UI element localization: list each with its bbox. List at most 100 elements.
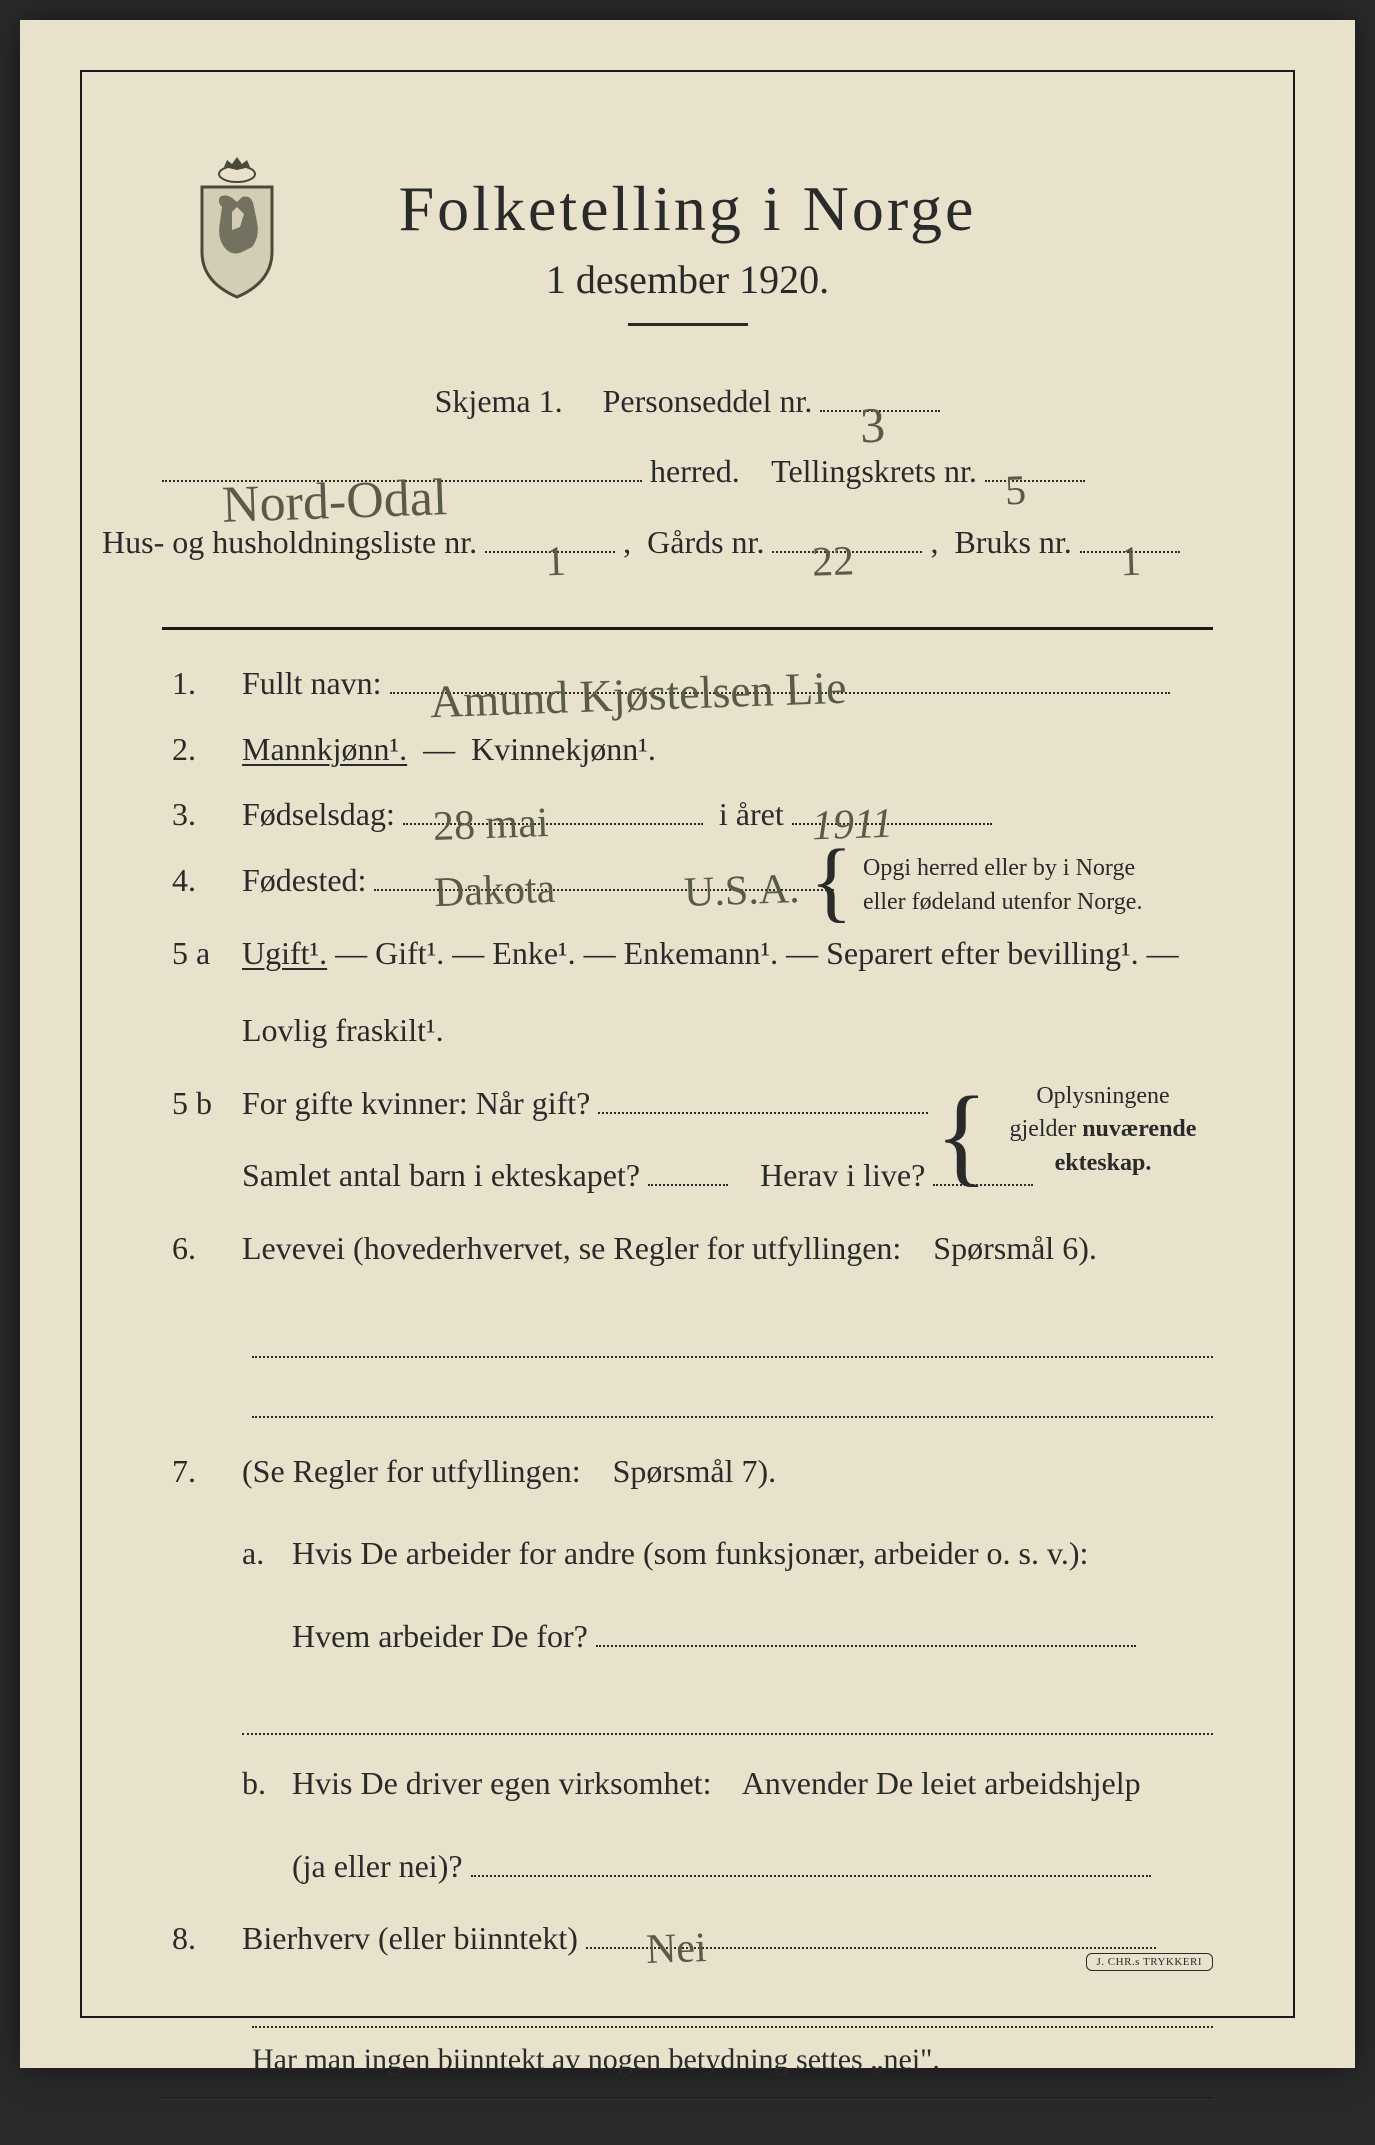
q7-intro: (Se Regler for utfyllingen: [242,1453,581,1489]
question-4: 4. Fødested: Dakota U.S.A. { Opgi herred… [162,852,1213,910]
q1-body: Fullt navn: Amund Kjøstelsen Lie [242,655,1213,713]
question-2: 2. Mannkjønn¹. — Kvinnekjønn¹. [162,721,1213,779]
gards-field: 22 [772,551,922,553]
q3-year-field: 1911 [792,823,992,825]
q7b-text: Hvis De driver egen virksomhet: [292,1765,711,1801]
q5b-line2b: Herav i live? [760,1157,925,1193]
question-7: 7. (Se Regler for utfyllingen: Spørsmål … [162,1443,1213,1896]
bruks-label: Bruks nr. [954,524,1071,560]
q5b-note2: gjelder nuværende [993,1113,1213,1147]
gards-value: 22 [811,515,856,609]
q5b-num: 5 b [162,1075,242,1205]
q7b-field [471,1875,1151,1877]
q6-answer-line1 [252,1308,1213,1358]
form-border: Folketelling i Norge 1 desember 1920. Sk… [80,70,1295,2018]
q4-value2: U.S.A. [683,852,801,932]
q3-year-label: i året [719,796,784,832]
q5b-side-note: Oplysningene gjelder nuværende ekteskap. [993,1080,1213,1181]
q5a-num: 5 a [162,925,242,1060]
q7a-text2-wrap: Hvem arbeider De for? [292,1608,1213,1666]
hus-line: Hus- og husholdningsliste nr. 1 , Gårds … [102,507,1213,577]
q5a-line2: Lovlig fraskilt¹. [242,1002,1213,1060]
footnote-num: 1 [162,2118,170,2135]
q2-num: 2. [162,721,242,779]
personseddel-label: Personseddel nr. [603,383,813,419]
q8-num: 8. [162,1910,242,1968]
form-title: Folketelling i Norge [162,172,1213,246]
q7b-text3: (ja eller nei)? [292,1848,463,1884]
q6-body: Levevei (hovederhvervet, se Regler for u… [242,1220,1213,1278]
form-subtitle: 1 desember 1920. [162,256,1213,303]
q1-field: Amund Kjøstelsen Lie [390,692,1170,694]
q3-num: 3. [162,786,242,844]
gards-label: Gårds nr. [647,524,764,560]
q4-note-line1: Opgi herred eller by i Norge [863,852,1213,886]
q4-field: Dakota U.S.A. [374,889,834,891]
q7-body: (Se Regler for utfyllingen: Spørsmål 7).… [242,1443,1213,1896]
q7b-line2: (ja eller nei)? [292,1838,1213,1896]
question-1: 1. Fullt navn: Amund Kjøstelsen Lie [162,655,1213,713]
bruks-field: 1 [1080,551,1180,553]
question-5a: 5 a Ugift¹. — Gift¹. — Enke¹. — Enkemann… [162,925,1213,1060]
question-6: 6. Levevei (hovederhvervet, se Regler fo… [162,1220,1213,1278]
hus-field: 1 [485,551,615,553]
q4-note-line2: eller fødeland utenfor Norge. [863,886,1213,920]
q7-intro2: Spørsmål 7). [613,1453,777,1489]
q7b-content: Hvis De driver egen virksomhet: Anvender… [292,1755,1213,1895]
question-3: 3. Fødselsdag: 28 mai i året 1911 [162,786,1213,844]
q1-num: 1. [162,655,242,713]
q7b: b. Hvis De driver egen virksomhet: Anven… [242,1755,1213,1895]
q5b-field1 [598,1112,928,1114]
q3-day-field: 28 mai [403,823,703,825]
q6-answer-line2 [252,1368,1213,1418]
q4-value: Dakota [433,852,557,932]
q4-num: 4. [162,852,242,910]
form-header: Folketelling i Norge 1 desember 1920. Sk… [162,172,1213,577]
hus-value: 1 [544,515,568,608]
q2-option2: Kvinnekjønn¹. [471,731,656,767]
q5b-note3: ekteskap. [993,1147,1213,1181]
q5b-brace: { [935,1080,988,1190]
herred-field: Nord-Odal [162,480,642,482]
personseddel-field: 3 [820,410,940,412]
q5b-line2a: Samlet antal barn i ekteskapet? [242,1157,640,1193]
herred-label: herred. [650,453,740,489]
q7b-text2: Anvender De leiet arbeidshjelp [742,1765,1141,1801]
q5b-note1: Oplysningene [993,1080,1213,1114]
herred-line: Nord-Odal herred. Tellingskrets nr. 5 [162,436,1213,506]
q4-brace: { [810,837,853,927]
q8-value: Nei [645,1911,708,1989]
title-rule [628,323,748,326]
bruks-value: 1 [1118,515,1142,608]
q8-body: Bierhverv (eller biinntekt) Nei [242,1910,1213,1968]
question-5b: 5 b For gifte kvinner: Når gift? Samlet … [162,1075,1213,1205]
q7a-text2: Hvem arbeider De for? [292,1618,588,1654]
q8-field: Nei [586,1947,1156,1949]
tellingskrets-label: Tellingskrets nr. [771,453,977,489]
q2-body: Mannkjønn¹. — Kvinnekjønn¹. [242,721,1213,779]
q4-side-note: Opgi herred eller by i Norge eller fødel… [863,852,1213,919]
q7a-content: Hvis De arbeider for andre (som funksjon… [292,1525,1213,1665]
q8-label: Bierhverv (eller biinntekt) [242,1920,578,1956]
q6-num: 6. [162,1220,242,1278]
hus-label: Hus- og husholdningsliste nr. [102,524,477,560]
footnote: 1 Her kan svares ved tydelig understrekn… [162,2118,1213,2145]
printer-mark: J. CHR.s TRYKKERI [1086,1953,1213,1971]
skjema-label: Skjema 1. [435,383,563,419]
q3-body: Fødselsdag: 28 mai i året 1911 [242,786,1213,844]
tellingskrets-field: 5 [985,480,1085,482]
q5b-body: For gifte kvinner: Når gift? Samlet anta… [242,1075,1213,1205]
q7a-field [596,1645,1136,1647]
q5b-line1: For gifte kvinner: Når gift? [242,1085,590,1121]
q7-num: 7. [162,1443,242,1896]
q5a-selected: Ugift¹. [242,935,327,971]
header-divider [162,627,1213,630]
q7a: a. Hvis De arbeider for andre (som funks… [242,1525,1213,1665]
footer-divider [162,2097,1213,2098]
q2-selected: Mannkjønn¹. [242,731,407,767]
q7a-label: a. [242,1525,292,1665]
q3-label: Fødselsdag: [242,796,395,832]
census-form-page: Folketelling i Norge 1 desember 1920. Sk… [20,20,1355,2068]
question-8: 8. Bierhverv (eller biinntekt) Nei [162,1910,1213,1968]
q7a-answer-line [242,1685,1213,1735]
